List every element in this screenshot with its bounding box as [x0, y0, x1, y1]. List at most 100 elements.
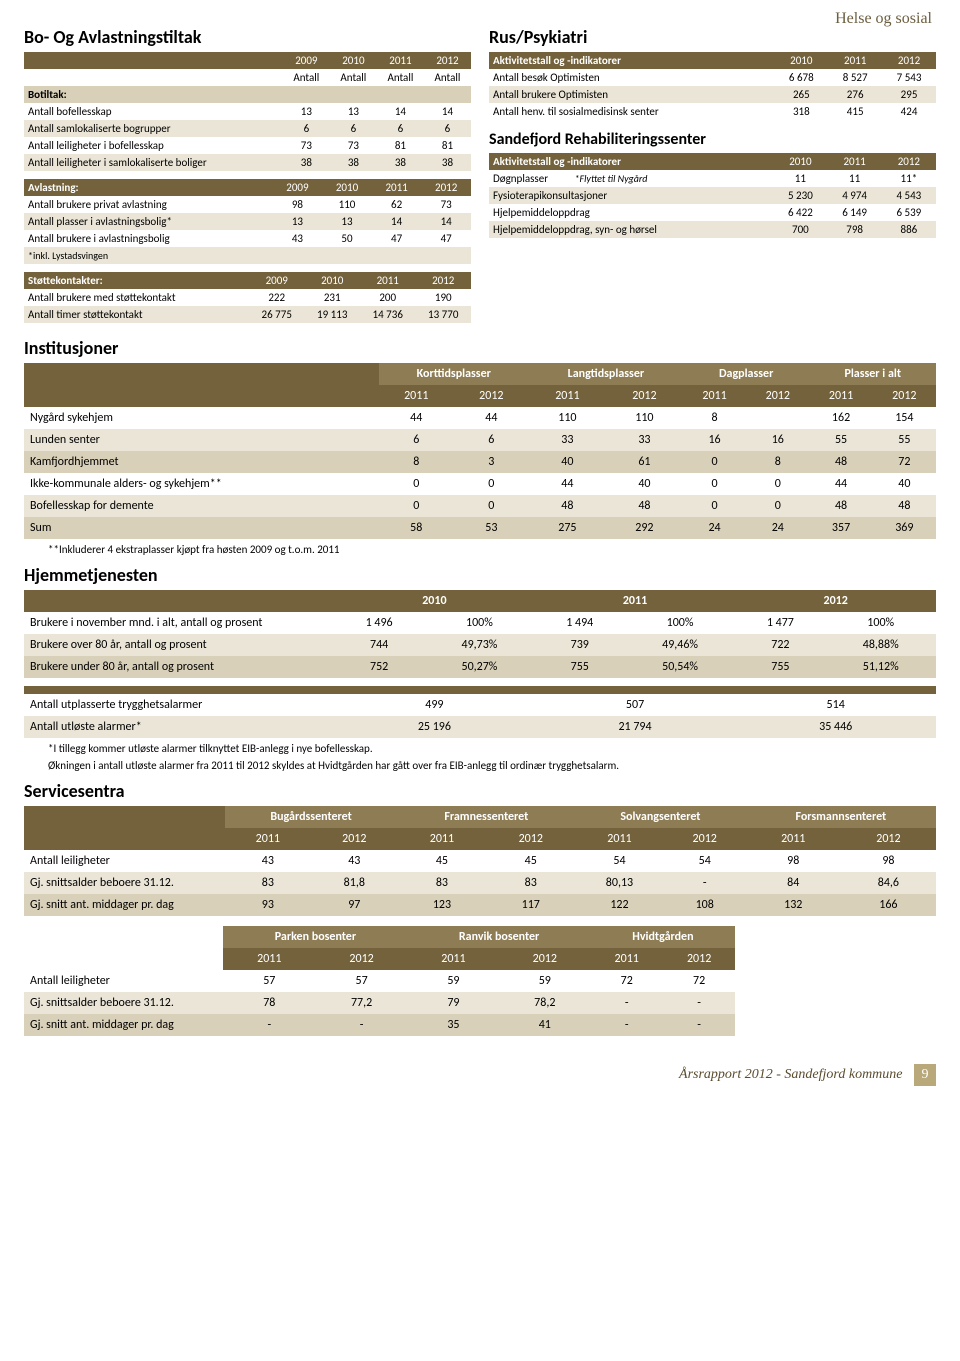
col-year: 2010: [773, 153, 827, 170]
cell: 739: [535, 634, 625, 656]
col-year: 2012: [873, 385, 936, 407]
cell: 59: [408, 970, 499, 992]
rus-title: Rus/Psykiatri: [489, 26, 936, 48]
cell: 97: [311, 894, 397, 916]
row-label: Døgnplasser *Flyttet til Nygård: [489, 170, 773, 187]
inst-note: **Inkluderer 4 ekstraplasser kjøpt fra h…: [28, 543, 936, 556]
col-year: 2012: [882, 153, 936, 170]
row-label: Antall besøk Optimisten: [489, 69, 774, 86]
group-header: Forsmannsenteret: [746, 806, 936, 828]
cell: 57: [223, 970, 315, 992]
cell: 19 113: [304, 306, 360, 323]
cell: 200: [360, 289, 416, 306]
cell: 295: [882, 86, 936, 103]
cell: 45: [398, 850, 487, 872]
cell: 62: [372, 196, 422, 213]
cell: 318: [774, 103, 828, 120]
row-label: Brukere under 80 år, antall og prosent: [24, 656, 334, 678]
row-label: Antall leiligheter: [24, 850, 225, 872]
cell: 122: [575, 894, 664, 916]
cell: 117: [486, 894, 575, 916]
cell: 0: [683, 473, 746, 495]
group-header: Bugårdssenteret: [225, 806, 398, 828]
cell: 700: [773, 221, 827, 238]
col-year: 2012: [311, 828, 397, 850]
col-year: 2012: [499, 948, 590, 970]
col-year: 2011: [529, 385, 606, 407]
cell: 14: [424, 103, 471, 120]
cell: 100%: [424, 612, 535, 634]
botiltak-label: Botiltak:: [24, 86, 471, 103]
cell: 108: [664, 894, 746, 916]
cell: -: [223, 1014, 315, 1036]
group-header: Korttidsplasser: [379, 363, 529, 385]
group-header: Solvangsenteret: [575, 806, 746, 828]
cell: 80,13: [575, 872, 664, 894]
col-year: 2009: [249, 272, 305, 289]
col-year: 2012: [415, 272, 471, 289]
col-year: 2011: [360, 272, 416, 289]
cell: 73: [421, 196, 471, 213]
cell: 222: [249, 289, 305, 306]
col-year: 2009: [273, 179, 323, 196]
col-year: 2012: [454, 385, 529, 407]
cell: 1 477: [735, 612, 825, 634]
cell: 83: [486, 872, 575, 894]
cell: 48: [606, 495, 683, 517]
cell: 6: [377, 120, 424, 137]
cell: 84,6: [841, 872, 936, 894]
cell: 6: [424, 120, 471, 137]
cell: 166: [841, 894, 936, 916]
row-label: Antall timer støttekontakt: [24, 306, 249, 323]
cell: 53: [454, 517, 529, 539]
row-label: Antall brukere Optimisten: [489, 86, 774, 103]
row-label: Antall henv. til sosialmedisinsk senter: [489, 103, 774, 120]
cell: 33: [606, 429, 683, 451]
inst-title: Institusjoner: [24, 337, 936, 359]
cell: 132: [746, 894, 841, 916]
cell: 0: [746, 473, 809, 495]
cell: 48: [809, 451, 872, 473]
row-label: Antall brukere med støttekontakt: [24, 289, 249, 306]
cell: 1 496: [334, 612, 424, 634]
row-label: Antall plasser i avlastningsbolig*: [24, 213, 273, 230]
cell: 50: [322, 230, 372, 247]
cell: 43: [225, 850, 311, 872]
antall-label: Antall: [330, 69, 377, 86]
cell: 38: [283, 154, 330, 171]
col-year: 2011: [372, 179, 422, 196]
cell: 81,8: [311, 872, 397, 894]
col-year: 2012: [486, 828, 575, 850]
row-label: Hjelpemiddeloppdrag, syn- og hørsel: [489, 221, 773, 238]
row-label: Kamfjordhjemmet: [24, 451, 379, 473]
cell: 44: [529, 473, 606, 495]
cell: 93: [225, 894, 311, 916]
col-year: 2012: [606, 385, 683, 407]
cell: 162: [809, 407, 872, 429]
group-header: Plasser i alt: [809, 363, 936, 385]
row-label: Fysioterapikonsultasjoner: [489, 187, 773, 204]
cell: 49,46%: [625, 634, 736, 656]
col-year: 2011: [408, 948, 499, 970]
cell: 51,12%: [825, 656, 936, 678]
row-label: Gj. snitt ant. middager pr. dag: [24, 894, 225, 916]
col-year: 2011: [828, 52, 882, 69]
cell: 11: [773, 170, 827, 187]
cell: 499: [334, 694, 535, 716]
cell: 44: [379, 407, 454, 429]
cell: 13: [283, 103, 330, 120]
cell: 24: [683, 517, 746, 539]
serv-table-1: Bugårdssenteret Framnessenteret Solvangs…: [24, 806, 936, 916]
cell: 4 543: [882, 187, 936, 204]
row-label: Antall samlokaliserte bogrupper: [24, 120, 283, 137]
col-year: 2010: [334, 590, 535, 612]
bo-table-3: Støttekontakter: 2009 2010 2011 2012 Ant…: [24, 272, 471, 323]
cell: 43: [311, 850, 397, 872]
col-2010: 2010: [330, 52, 377, 69]
cell: 14: [377, 103, 424, 120]
cell: 0: [683, 451, 746, 473]
rus-table: Aktivitetstall og -indikatorer 2010 2011…: [489, 52, 936, 120]
cell: -: [315, 1014, 407, 1036]
col-year: 2011: [398, 828, 487, 850]
cell: [746, 407, 809, 429]
